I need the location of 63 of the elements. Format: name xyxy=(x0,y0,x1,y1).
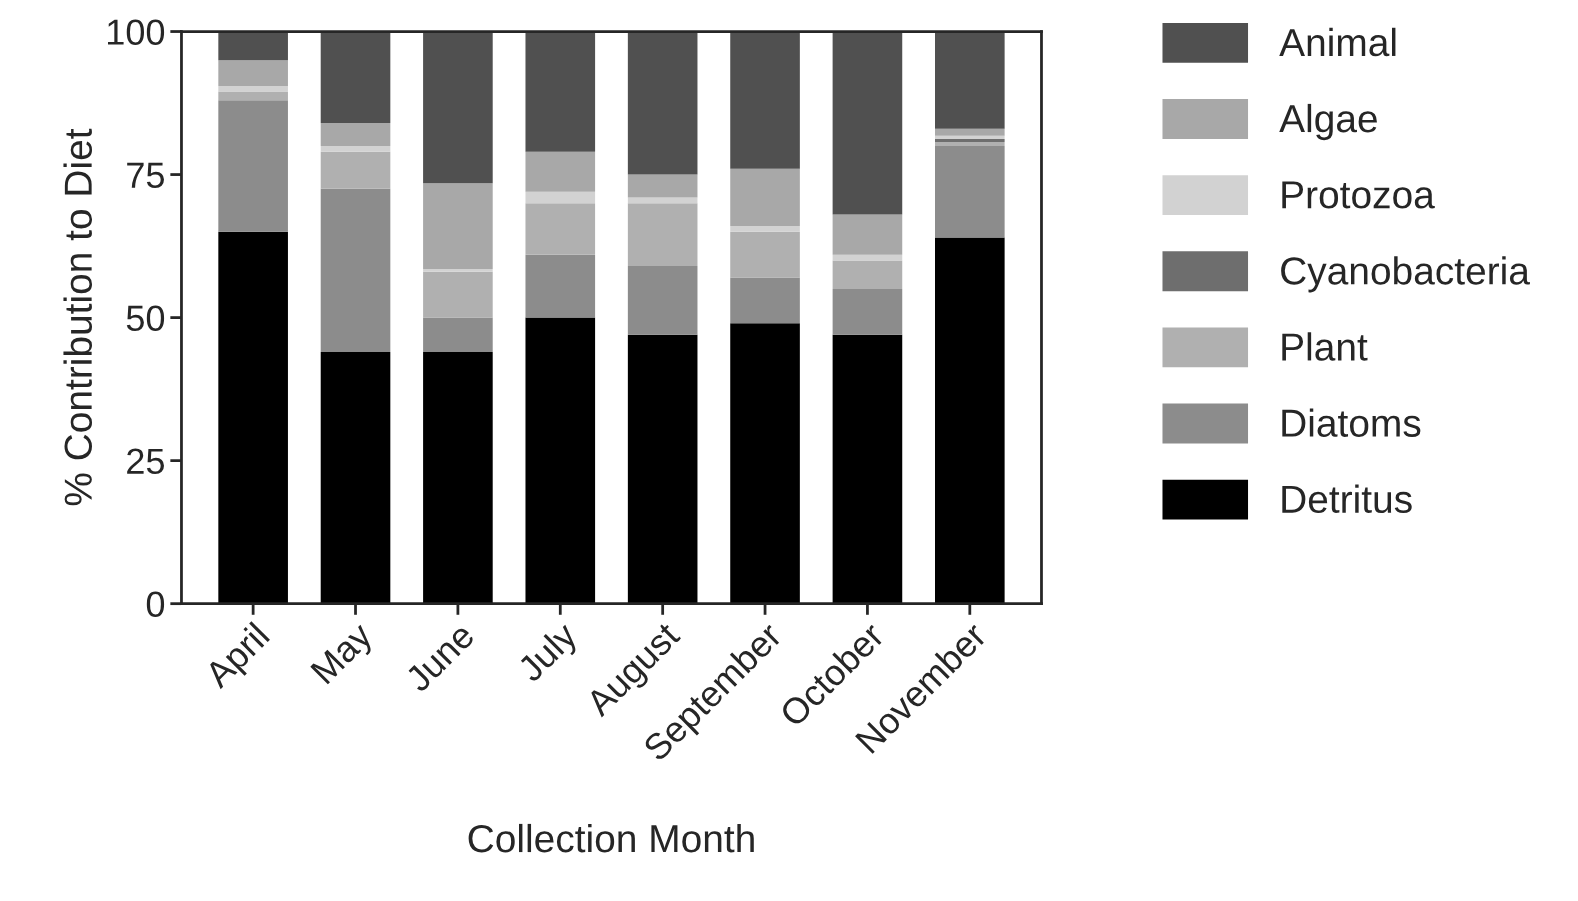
bar xyxy=(627,197,698,204)
bar xyxy=(627,266,698,335)
bar xyxy=(730,226,800,232)
bar xyxy=(423,317,493,352)
bar xyxy=(832,289,903,335)
bar xyxy=(423,31,493,184)
x-tick-label: July xyxy=(515,619,585,689)
bar xyxy=(832,260,903,289)
y-tick-label: 25 xyxy=(127,448,164,475)
bar xyxy=(627,334,698,604)
bar xyxy=(423,351,493,604)
bar xyxy=(320,31,391,124)
bar xyxy=(627,174,698,198)
bar xyxy=(218,100,288,232)
bar xyxy=(627,31,698,175)
bar xyxy=(320,151,391,189)
bar xyxy=(423,183,493,269)
legend-label: Detritus xyxy=(1282,484,1412,514)
bar xyxy=(525,151,596,192)
bar xyxy=(935,145,1005,238)
legend-label: Protozoa xyxy=(1282,181,1435,209)
bar xyxy=(218,60,288,86)
bar xyxy=(218,231,288,604)
bar xyxy=(218,31,288,61)
bar xyxy=(832,31,903,215)
bar xyxy=(730,231,800,278)
bar xyxy=(423,268,493,272)
bar xyxy=(935,237,1005,604)
y-axis-title: % Contribution to Diet xyxy=(63,128,93,506)
bar xyxy=(320,123,391,146)
bar xyxy=(832,214,903,255)
bar xyxy=(525,203,596,255)
bar xyxy=(730,323,800,604)
legend-label: Diatoms xyxy=(1282,408,1421,437)
bar xyxy=(320,351,391,604)
legend-label: Animal xyxy=(1279,27,1396,57)
legend-label: Cyanobacteria xyxy=(1281,256,1530,293)
bar xyxy=(525,31,596,152)
bar xyxy=(935,141,1005,146)
bar xyxy=(218,85,288,92)
y-tick-label: 75 xyxy=(127,162,164,189)
bar xyxy=(935,128,1005,136)
x-axis-title: Collection Month xyxy=(468,823,754,853)
bar xyxy=(730,168,800,227)
bar xyxy=(525,317,596,604)
y-tick-label: 100 xyxy=(108,19,165,45)
bar xyxy=(832,334,903,604)
legend-label: Plant xyxy=(1282,332,1368,361)
legend-label: Algae xyxy=(1279,103,1377,141)
bar xyxy=(935,139,1005,142)
bar xyxy=(423,271,493,318)
bar xyxy=(525,191,596,204)
bar xyxy=(627,203,698,267)
bar xyxy=(218,91,288,101)
bar xyxy=(730,277,800,324)
bar xyxy=(935,31,1005,129)
bar xyxy=(320,145,391,152)
x-tick-label: May xyxy=(310,620,380,690)
bar xyxy=(730,31,800,169)
y-tick-label: 50 xyxy=(126,305,165,332)
bar xyxy=(525,254,596,318)
y-tick-label: 0 xyxy=(146,591,165,618)
bar xyxy=(320,188,391,352)
